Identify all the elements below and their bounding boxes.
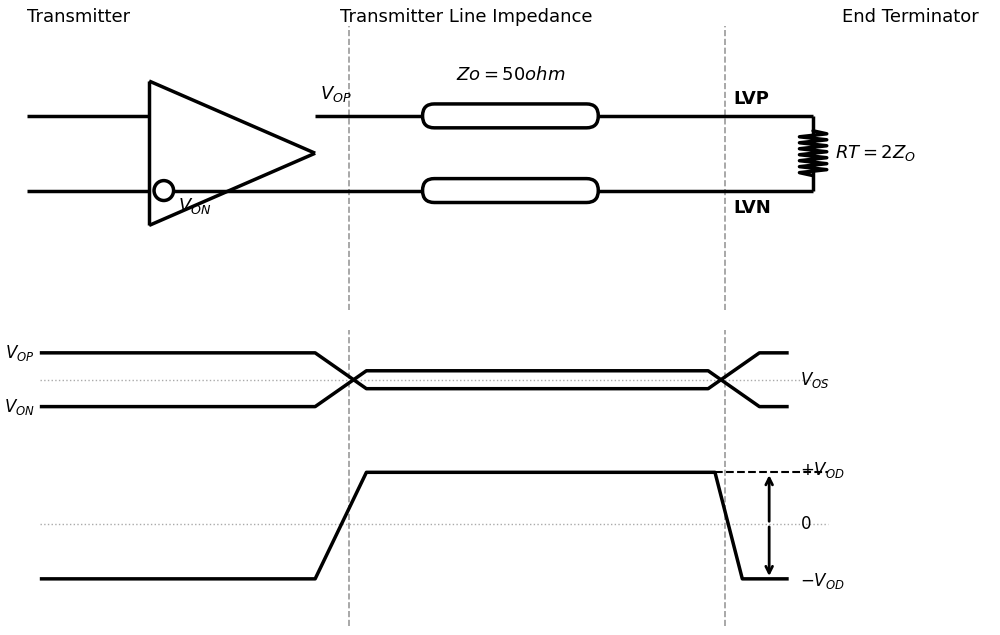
Text: $V_{OS}$: $V_{OS}$ bbox=[800, 370, 830, 390]
Text: Transmitter Line Impedance: Transmitter Line Impedance bbox=[340, 8, 593, 27]
Text: LVN: LVN bbox=[733, 199, 771, 217]
Text: $V_{ON}$: $V_{ON}$ bbox=[4, 397, 35, 417]
FancyBboxPatch shape bbox=[423, 104, 598, 128]
Text: Transmitter: Transmitter bbox=[27, 8, 130, 27]
Text: $V_{OP}$: $V_{OP}$ bbox=[320, 84, 352, 104]
Text: $+V_{OD}$: $+V_{OD}$ bbox=[800, 460, 845, 480]
Text: $0$: $0$ bbox=[800, 515, 812, 533]
Text: $V_{ON}$: $V_{ON}$ bbox=[178, 196, 212, 215]
Text: $-V_{OD}$: $-V_{OD}$ bbox=[800, 571, 845, 591]
Text: LVP: LVP bbox=[733, 90, 769, 108]
Text: $Zo=50ohm$: $Zo=50ohm$ bbox=[456, 66, 565, 84]
FancyBboxPatch shape bbox=[423, 178, 598, 203]
Text: End Terminator: End Terminator bbox=[842, 8, 979, 27]
Text: $V_{OP}$: $V_{OP}$ bbox=[5, 343, 35, 363]
Text: $RT=2Z_O$: $RT=2Z_O$ bbox=[835, 144, 915, 163]
